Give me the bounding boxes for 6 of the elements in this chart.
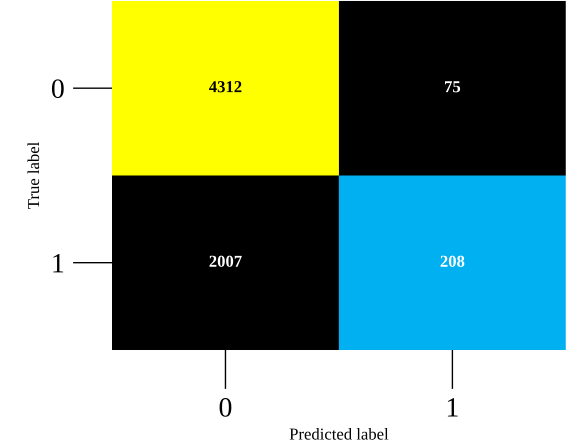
data-label: 208 <box>440 256 464 267</box>
x-axis-title: Predicted label <box>290 428 388 440</box>
data-label: 4312 <box>209 81 242 92</box>
data-label: 2007 <box>210 256 242 267</box>
data-label: 75 <box>445 81 460 92</box>
y-axis-title: True label <box>27 142 40 209</box>
